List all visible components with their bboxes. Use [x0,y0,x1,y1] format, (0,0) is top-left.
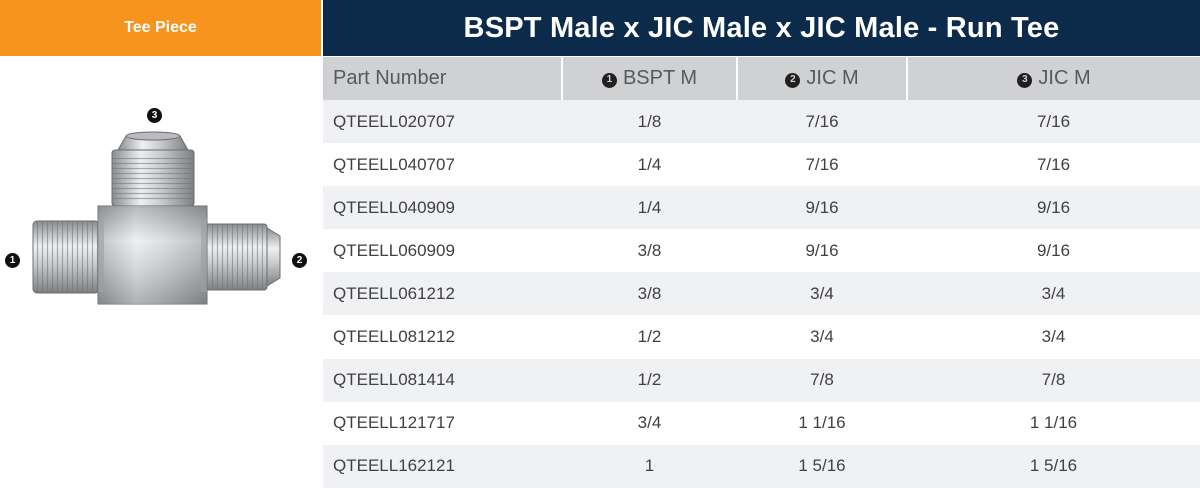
column-header-part-number: Part Number [323,57,563,100]
part-number-cell: QTEELL121717 [323,401,562,445]
port-number-badge: 1 [601,72,617,88]
jic-size-cell-2: 3/4 [737,315,907,359]
column-header-jic-m-2: 2 JIC M [737,57,908,100]
table-row[interactable]: QTEELL121717 3/4 1 1/16 1 1/16 [323,401,1200,445]
bspt-size-cell: 1 [562,444,737,488]
table-header-row: Part Number 1 BSPT M 2 JIC M 3 JIC M [323,57,1200,100]
bspt-size-cell: 3/8 [562,229,737,273]
product-image-panel: 3 1 2 [0,56,321,487]
bspt-size-cell: 1/2 [562,358,737,402]
jic-size-cell-3: 1 5/16 [907,444,1200,488]
jic-size-cell-3: 1 1/16 [907,401,1200,445]
jic-size-cell-2: 7/16 [737,143,907,187]
bspt-size-cell: 3/8 [562,272,737,316]
jic-size-cell-3: 7/8 [907,358,1200,402]
jic-size-cell-2: 3/4 [737,272,907,316]
category-tab[interactable]: Tee Piece [0,0,321,56]
jic-size-cell-2: 1 1/16 [737,401,907,445]
page-title: BSPT Male x JIC Male x JIC Male - Run Te… [463,11,1060,44]
table-row[interactable]: QTEELL020707 1/8 7/16 7/16 [323,100,1200,144]
part-number-cell: QTEELL060909 [323,229,562,273]
part-number-cell: QTEELL081414 [323,358,562,402]
table-row[interactable]: QTEELL081414 1/2 7/8 7/8 [323,358,1200,402]
parts-table: Part Number 1 BSPT M 2 JIC M 3 JIC M QTEELL… [323,57,1200,488]
jic-size-cell-3: 7/16 [907,143,1200,187]
jic-size-cell-2: 7/8 [737,358,907,402]
bspt-size-cell: 1/4 [562,186,737,230]
part-number-cell: QTEELL040909 [323,186,562,230]
category-tab-label: Tee Piece [124,19,197,36]
jic-size-cell-3: 9/16 [907,186,1200,230]
tee-fitting-image [32,131,281,305]
callout-port-1: 1 [5,253,20,268]
table-row[interactable]: QTEELL162121 1 1 5/16 1 5/16 [323,444,1200,488]
jic-size-cell-3: 3/4 [907,272,1200,316]
jic-size-cell-3: 7/16 [907,100,1200,144]
part-number-cell: QTEELL020707 [323,100,562,144]
part-number-cell: QTEELL162121 [323,444,562,488]
page-title-banner: BSPT Male x JIC Male x JIC Male - Run Te… [323,0,1200,56]
part-number-cell: QTEELL061212 [323,272,562,316]
part-number-cell: QTEELL040707 [323,143,562,187]
bspt-size-cell: 3/4 [562,401,737,445]
column-header-bspt-m: 1 BSPT M [562,57,738,100]
table-row[interactable]: QTEELL040909 1/4 9/16 9/16 [323,186,1200,230]
table-row[interactable]: QTEELL061212 3/8 3/4 3/4 [323,272,1200,316]
bspt-size-cell: 1/8 [562,100,737,144]
part-number-cell: QTEELL081212 [323,315,562,359]
jic-size-cell-2: 9/16 [737,229,907,273]
column-header-jic-m-3: 3 JIC M [907,57,1200,100]
port-number-badge: 3 [1017,72,1033,88]
callout-port-2: 2 [292,253,307,268]
table-row[interactable]: QTEELL081212 1/2 3/4 3/4 [323,315,1200,359]
bspt-size-cell: 1/2 [562,315,737,359]
bspt-size-cell: 1/4 [562,143,737,187]
jic-size-cell-2: 7/16 [737,100,907,144]
port-number-badge: 2 [785,72,801,88]
jic-size-cell-2: 1 5/16 [737,444,907,488]
table-row[interactable]: QTEELL060909 3/8 9/16 9/16 [323,229,1200,273]
table-row[interactable]: QTEELL040707 1/4 7/16 7/16 [323,143,1200,187]
jic-size-cell-3: 3/4 [907,315,1200,359]
jic-size-cell-2: 9/16 [737,186,907,230]
jic-size-cell-3: 9/16 [907,229,1200,273]
callout-port-3: 3 [147,108,162,123]
